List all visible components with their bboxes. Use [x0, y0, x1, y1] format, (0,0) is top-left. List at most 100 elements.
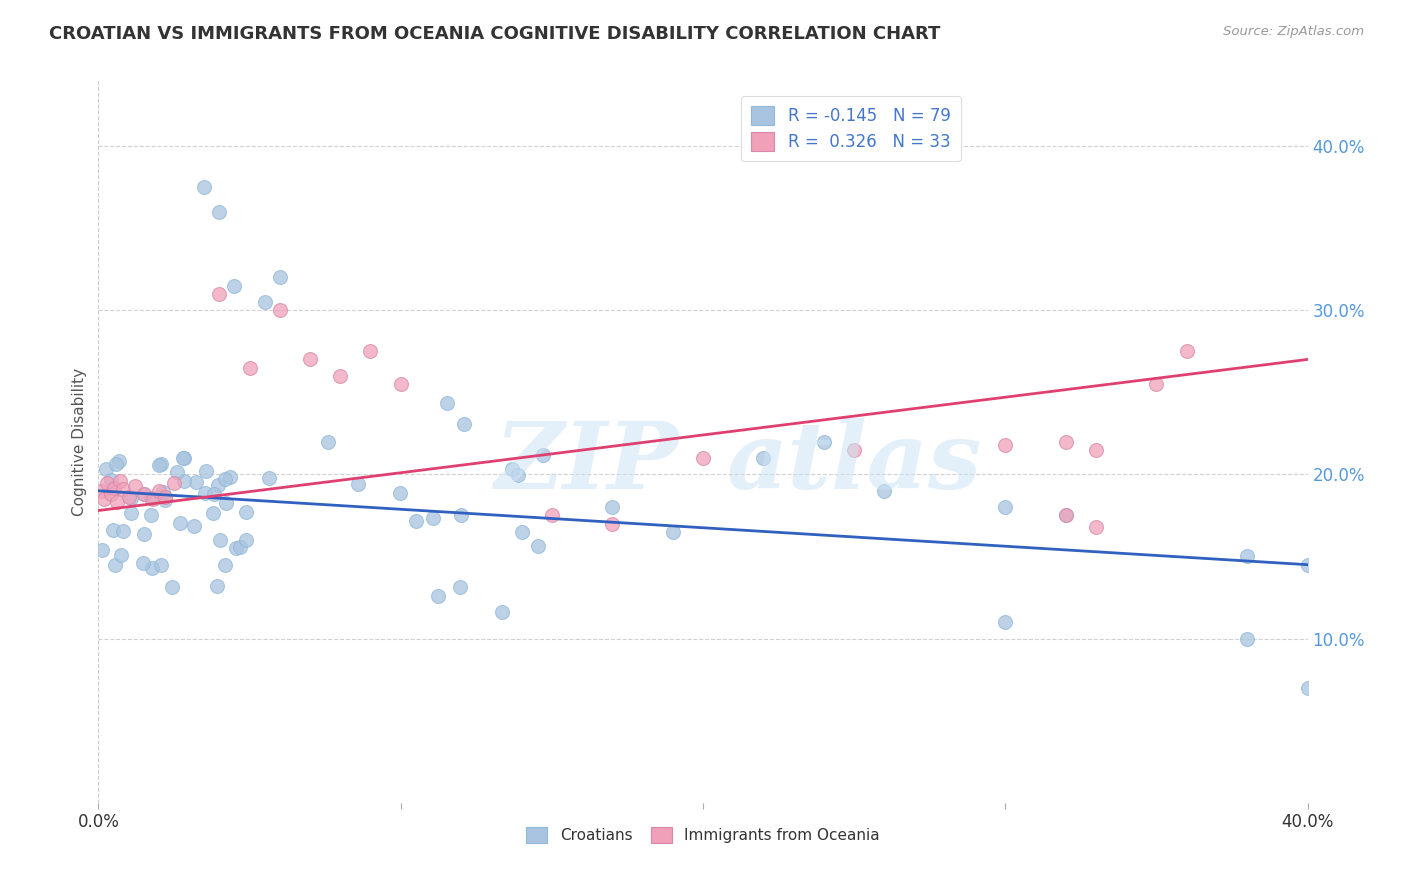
Point [132, 557, 155, 571]
Point [169, 516, 191, 530]
Point [111, 482, 134, 496]
Point [166, 465, 188, 479]
Point [531, 448, 554, 462]
Point [90, 483, 112, 498]
Point [661, 524, 683, 539]
Point [108, 454, 131, 468]
Point [501, 462, 523, 476]
Point [1144, 377, 1167, 392]
Point [1236, 632, 1258, 646]
Point [103, 481, 125, 495]
Text: ZIP: ZIP [495, 418, 679, 508]
Point [93, 491, 115, 506]
Point [813, 434, 835, 449]
Legend: Croatians, Immigrants from Oceania: Croatians, Immigrants from Oceania [520, 822, 886, 849]
Point [299, 352, 322, 367]
Point [215, 495, 238, 509]
Point [1236, 549, 1258, 564]
Point [207, 579, 229, 593]
Point [1054, 434, 1077, 449]
Point [142, 491, 165, 506]
Point [120, 491, 142, 505]
Point [105, 495, 128, 509]
Point [508, 467, 530, 482]
Text: CROATIAN VS IMMIGRANTS FROM OCEANIA COGNITIVE DISABILITY CORRELATION CHART: CROATIAN VS IMMIGRANTS FROM OCEANIA COGN… [49, 25, 941, 43]
Point [193, 180, 215, 194]
Point [195, 464, 218, 478]
Point [1296, 681, 1319, 695]
Point [132, 526, 155, 541]
Point [110, 548, 132, 562]
Point [132, 487, 155, 501]
Point [692, 450, 714, 465]
Point [436, 396, 458, 410]
Point [153, 491, 176, 505]
Point [235, 505, 257, 519]
Point [152, 484, 174, 499]
Point [1296, 558, 1319, 572]
Point [104, 457, 127, 471]
Point [172, 451, 194, 466]
Point [139, 508, 162, 523]
Point [1054, 508, 1077, 523]
Point [235, 533, 257, 547]
Point [453, 417, 475, 431]
Point [100, 473, 122, 487]
Point [257, 471, 280, 485]
Point [163, 475, 186, 490]
Point [225, 541, 247, 556]
Point [346, 477, 368, 491]
Point [510, 524, 533, 539]
Point [602, 516, 624, 531]
Point [112, 524, 135, 538]
Point [153, 492, 176, 507]
Text: atlas: atlas [727, 418, 983, 508]
Point [91, 542, 114, 557]
Point [224, 278, 246, 293]
Point [208, 204, 231, 219]
Point [194, 486, 217, 500]
Point [329, 368, 352, 383]
Point [1054, 508, 1077, 523]
Point [269, 303, 291, 318]
Point [150, 457, 173, 471]
Point [202, 487, 225, 501]
Point [360, 344, 382, 359]
Y-axis label: Cognitive Disability: Cognitive Disability [72, 368, 87, 516]
Point [209, 533, 232, 547]
Point [426, 589, 449, 603]
Point [844, 442, 866, 457]
Point [253, 295, 276, 310]
Point [602, 500, 624, 515]
Point [239, 360, 262, 375]
Point [491, 605, 513, 619]
Point [104, 558, 127, 572]
Point [389, 377, 412, 392]
Point [752, 450, 775, 465]
Point [450, 508, 472, 523]
Point [139, 491, 162, 505]
Point [1085, 442, 1108, 457]
Point [96, 475, 118, 490]
Point [540, 508, 562, 523]
Point [141, 561, 163, 575]
Point [124, 479, 146, 493]
Point [148, 483, 170, 498]
Point [214, 558, 236, 573]
Point [96, 462, 118, 476]
Text: Source: ZipAtlas.com: Source: ZipAtlas.com [1223, 25, 1364, 38]
Point [173, 451, 195, 466]
Point [316, 434, 339, 449]
Point [527, 540, 550, 554]
Point [208, 286, 231, 301]
Point [100, 487, 122, 501]
Point [405, 515, 427, 529]
Point [160, 580, 183, 594]
Point [132, 487, 155, 501]
Point [201, 506, 224, 520]
Point [994, 500, 1017, 515]
Point [118, 491, 141, 505]
Point [108, 474, 131, 488]
Point [103, 524, 125, 538]
Point [449, 581, 471, 595]
